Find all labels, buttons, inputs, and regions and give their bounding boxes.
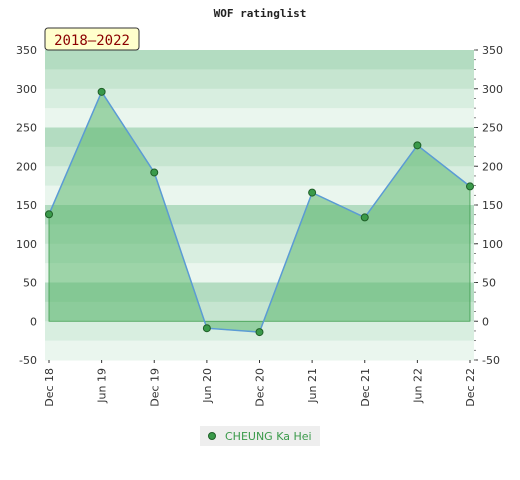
- y-tick-label: 300: [16, 83, 37, 96]
- y-tick-label-right: 0: [482, 315, 489, 328]
- x-tick-label: Dec 19: [148, 368, 161, 407]
- period-label: 2018–2022: [54, 33, 130, 49]
- y-tick-label-right: 100: [482, 238, 503, 251]
- series-area: [45, 87, 474, 337]
- x-tick-label: Jun 21: [306, 368, 319, 404]
- y-tick-label: 0: [30, 315, 37, 328]
- y-tick-label-right: 200: [482, 160, 503, 173]
- data-point[interactable]: [466, 182, 474, 191]
- background-band: [45, 108, 474, 128]
- background-band: [45, 69, 474, 90]
- x-tick-label: Dec 20: [254, 368, 267, 407]
- background-band: [45, 88, 474, 109]
- x-tick-label: Jun 19: [96, 368, 109, 404]
- data-point[interactable]: [255, 328, 264, 337]
- y-tick-label-right: 300: [482, 83, 503, 96]
- y-axis-right: -50 0 50 100 150 200 250 300 350: [474, 44, 503, 367]
- y-tick-label: 100: [16, 238, 37, 251]
- legend[interactable]: CHEUNG Ka Hei: [200, 426, 320, 446]
- y-tick-label: 250: [16, 122, 37, 135]
- x-tick-label: Dec 18: [43, 368, 56, 407]
- data-point[interactable]: [308, 188, 317, 197]
- y-tick-label: 50: [23, 277, 37, 290]
- background-band: [45, 146, 474, 167]
- y-tick-label-right: 250: [482, 122, 503, 135]
- x-axis: Dec 18 Jun 19 Dec 19 Jun 20 Dec 20 Jun 21 Dec …: [43, 360, 477, 407]
- y-tick-label-right: -50: [482, 354, 500, 367]
- x-tick-label: Jun 22: [411, 368, 424, 404]
- legend-marker: [208, 432, 216, 440]
- period-badge: 2018–2022: [44, 27, 140, 51]
- y-tick-label-right: 150: [482, 199, 503, 212]
- y-tick-label: 200: [16, 160, 37, 173]
- data-point[interactable]: [150, 168, 159, 177]
- data-point[interactable]: [202, 324, 211, 333]
- x-tick-label: Dec 22: [464, 368, 477, 407]
- y-tick-label-right: 350: [482, 44, 503, 57]
- chart-title: WOF ratinglist: [214, 7, 307, 20]
- x-tick-label: Jun 20: [201, 368, 214, 404]
- y-tick-label: 350: [16, 44, 37, 57]
- background-band: [45, 340, 474, 361]
- data-point[interactable]: [97, 87, 106, 96]
- background-band: [45, 127, 474, 148]
- data-point[interactable]: [413, 141, 422, 150]
- y-axis-left: -50 0 50 100 150 200 250 300 350: [16, 44, 37, 367]
- legend-label: CHEUNG Ka Hei: [225, 430, 312, 443]
- x-tick-label: Dec 21: [359, 368, 372, 407]
- y-tick-label: -50: [19, 354, 37, 367]
- data-point[interactable]: [45, 210, 53, 219]
- data-point[interactable]: [360, 213, 369, 222]
- y-tick-label: 150: [16, 199, 37, 212]
- y-tick-label-right: 50: [482, 277, 496, 290]
- background-band: [45, 50, 474, 70]
